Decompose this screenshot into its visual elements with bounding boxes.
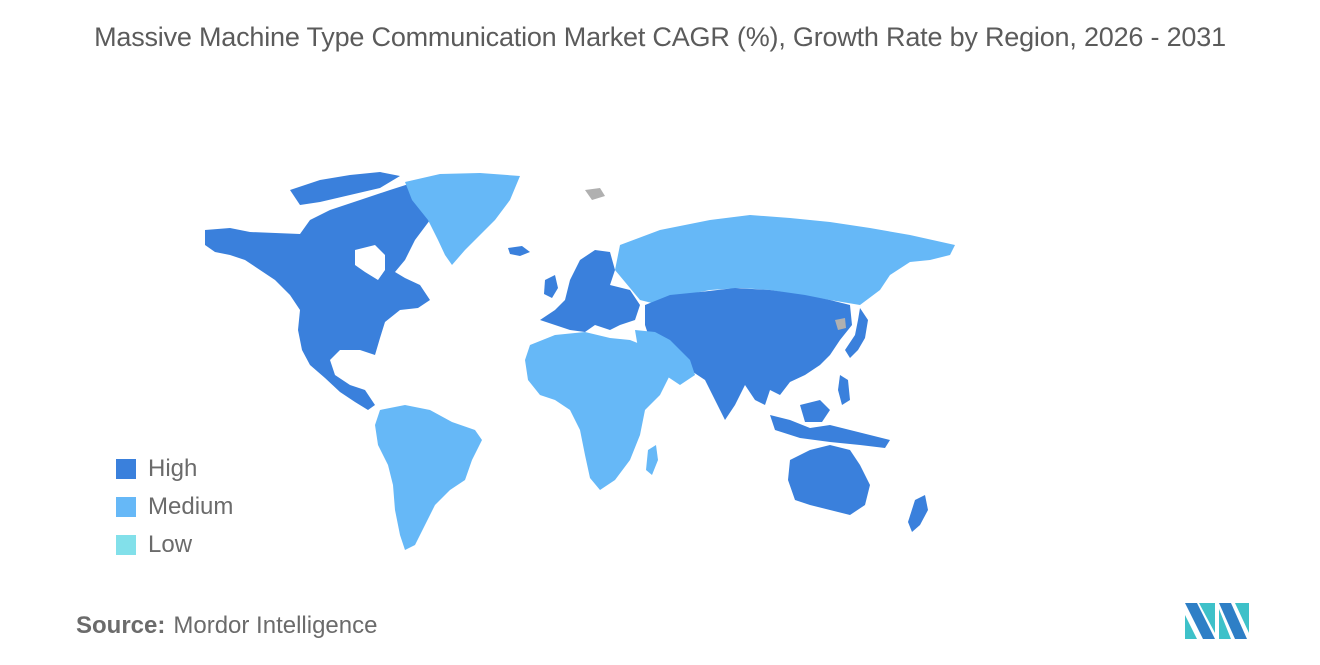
legend-item-high: High xyxy=(116,450,233,488)
world-map xyxy=(205,172,955,550)
region-madagascar xyxy=(646,445,658,475)
legend-label-low: Low xyxy=(148,531,193,558)
region-middle-east xyxy=(635,330,695,385)
region-new-zealand xyxy=(908,495,928,532)
region-north-america xyxy=(205,182,435,410)
region-greenland xyxy=(405,173,520,265)
region-asia xyxy=(645,288,852,420)
region-iceland xyxy=(508,246,530,256)
legend-label-high: High xyxy=(148,455,198,482)
region-philippines xyxy=(838,375,850,405)
hudson-bay xyxy=(355,245,385,280)
legend-swatch-medium xyxy=(116,497,136,517)
region-svalbard xyxy=(585,188,605,200)
region-south-america xyxy=(375,405,482,550)
source-value: Mordor Intelligence xyxy=(173,612,378,639)
region-australia xyxy=(788,445,870,515)
legend: High Medium Low xyxy=(116,450,233,564)
mordor-logo-icon xyxy=(1185,603,1249,639)
legend-item-low: Low xyxy=(116,526,233,564)
region-russia xyxy=(615,215,955,305)
legend-swatch-high xyxy=(116,459,136,479)
region-north-america-islands xyxy=(290,172,400,205)
source-line: Source: Mordor Intelligence xyxy=(76,612,377,640)
legend-item-medium: Medium xyxy=(116,488,233,526)
legend-label-medium: Medium xyxy=(148,493,234,520)
chart-title: Massive Machine Type Communication Marke… xyxy=(94,22,1226,52)
region-borneo xyxy=(800,400,830,422)
region-southeast-asia xyxy=(770,415,890,448)
legend-swatch-low xyxy=(116,535,136,555)
source-label: Source: xyxy=(76,612,166,639)
region-japan xyxy=(845,308,868,358)
region-uk xyxy=(544,275,558,298)
region-europe xyxy=(540,250,640,332)
region-north-korea xyxy=(835,318,846,330)
region-africa xyxy=(525,332,670,490)
